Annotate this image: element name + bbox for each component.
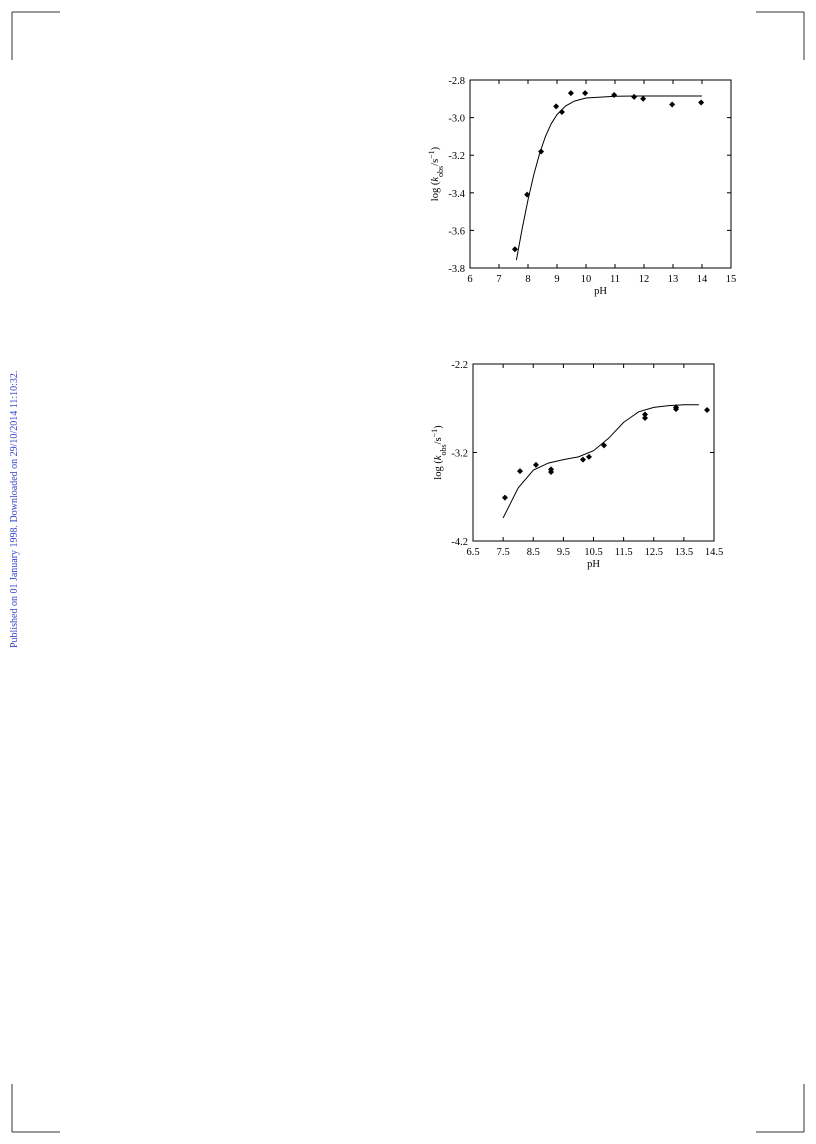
y-axis-label-part: log ( bbox=[430, 181, 441, 201]
y-axis-label: log (kobs/s−1) bbox=[430, 425, 448, 480]
y-tick-label: -3.2 bbox=[451, 449, 468, 460]
plot-frame bbox=[469, 79, 732, 269]
chart: 6.5 7.5 8.5 9.5 10.5 11.5 12.5 13.5 14.5 -2.2 -3.2… bbox=[430, 360, 724, 570]
data-point bbox=[511, 246, 518, 253]
data-point bbox=[673, 406, 680, 413]
data-point bbox=[567, 90, 574, 97]
y-axis-label-part: obs bbox=[436, 166, 445, 177]
data-point bbox=[579, 456, 586, 463]
x-tick-label: 7 bbox=[496, 274, 501, 285]
data-point bbox=[516, 468, 523, 475]
x-tick-label: 11 bbox=[610, 274, 620, 285]
data-point bbox=[582, 90, 589, 97]
y-axis-label-part: log ( bbox=[433, 460, 444, 480]
y-tick-label: -4.2 bbox=[451, 537, 468, 548]
x-tick-label: 9 bbox=[554, 274, 559, 285]
y-axis-label: log (kobs/s−1) bbox=[427, 146, 445, 201]
x-tick-label: 12.5 bbox=[645, 547, 663, 558]
data-point bbox=[642, 411, 649, 418]
fit-curve bbox=[502, 404, 699, 519]
data-point bbox=[698, 99, 705, 106]
y-tick-label: -2.2 bbox=[451, 360, 468, 371]
x-tick-label: 13.5 bbox=[675, 547, 693, 558]
y-axis-label-part: k bbox=[430, 177, 441, 182]
data-point bbox=[704, 407, 711, 414]
data-point bbox=[669, 101, 676, 108]
data-point bbox=[553, 103, 560, 110]
x-tick-label: 14.5 bbox=[705, 547, 723, 558]
x-tick-label: 10 bbox=[581, 274, 592, 285]
fit-curve bbox=[515, 95, 702, 261]
y-axis-label-part: /s bbox=[430, 159, 441, 166]
x-tick-label: 10.5 bbox=[584, 547, 602, 558]
x-tick-label: 8 bbox=[525, 274, 530, 285]
y-tick-label: -3.6 bbox=[448, 226, 465, 237]
x-tick-label: 11.5 bbox=[615, 547, 633, 558]
data-point bbox=[585, 453, 592, 460]
data-point bbox=[642, 414, 649, 421]
y-axis-label-part: k bbox=[433, 455, 444, 460]
data-point bbox=[548, 468, 555, 475]
y-axis-label-part: /s bbox=[433, 437, 444, 444]
y-tick-label: -3.4 bbox=[448, 189, 465, 200]
data-point bbox=[640, 95, 647, 102]
x-tick-label: 14 bbox=[697, 274, 708, 285]
data-point bbox=[558, 108, 565, 115]
y-axis-label-part: −1 bbox=[427, 150, 436, 159]
y-tick-label: -3.8 bbox=[448, 264, 465, 275]
side-note: Published on 01 January 1998. Downloaded… bbox=[9, 371, 20, 648]
x-axis-label: pH bbox=[594, 286, 607, 297]
y-axis-label-part: obs bbox=[439, 444, 448, 455]
chart: 6 7 8 9 10 11 12 13 14 15 -2.8 -3.0 -3.2 -3.4 -3.6 -3.8… bbox=[427, 76, 737, 297]
x-tick-label: 7.5 bbox=[497, 547, 510, 558]
data-point bbox=[532, 461, 539, 468]
x-axis-label: pH bbox=[587, 559, 600, 570]
y-tick-label: -2.8 bbox=[448, 76, 465, 87]
crop-marks bbox=[11, 11, 805, 1133]
x-tick-label: 6 bbox=[467, 274, 472, 285]
data-point bbox=[611, 92, 618, 99]
y-axis-label-part: ) bbox=[430, 146, 441, 150]
y-tick-label: -3.0 bbox=[448, 114, 465, 125]
data-point bbox=[631, 93, 638, 100]
x-tick-label: 8.5 bbox=[527, 547, 540, 558]
plot-frame bbox=[472, 363, 715, 542]
x-tick-label: 6.5 bbox=[466, 547, 479, 558]
x-tick-label: 15 bbox=[726, 274, 737, 285]
x-tick-label: 12 bbox=[639, 274, 650, 285]
y-axis-label-part: −1 bbox=[430, 429, 439, 438]
x-tick-label: 13 bbox=[668, 274, 679, 285]
y-axis-label-part: ) bbox=[433, 425, 444, 429]
x-tick-label: 9.5 bbox=[557, 547, 570, 558]
y-tick-label: -3.2 bbox=[448, 151, 465, 162]
data-point bbox=[501, 494, 508, 501]
